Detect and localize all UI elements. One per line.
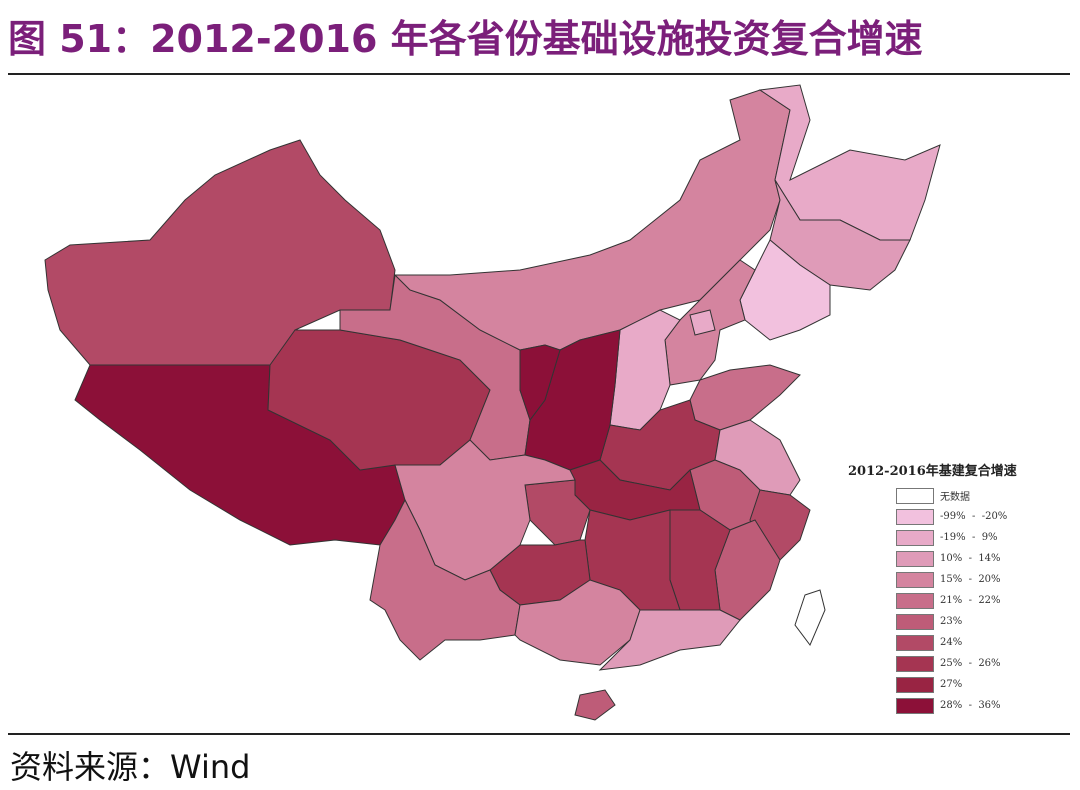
legend-swatch	[896, 550, 934, 567]
legend-swatch	[896, 676, 934, 693]
legend-label: 15% - 20%	[940, 574, 1001, 585]
province-chongqing	[524, 479, 591, 546]
legend-title: 2012-2016年基建复合增速	[848, 464, 1017, 479]
legend-label: 10% - 14%	[940, 553, 1001, 564]
legend-label: 23%	[940, 616, 963, 627]
legend-label: 24%	[940, 637, 963, 648]
legend-label: 25% - 26%	[940, 658, 1001, 669]
legend-item: 23%	[896, 611, 1017, 632]
province-shandong	[689, 364, 801, 431]
legend-item: 21% - 22%	[896, 590, 1017, 611]
legend-item: 24%	[896, 632, 1017, 653]
legend-swatch	[896, 529, 934, 546]
province-taiwan	[794, 589, 826, 646]
legend-item: 25% - 26%	[896, 653, 1017, 674]
map-legend: 2012-2016年基建复合增速 无数据 -99% - -20% -19% - 9%…	[848, 460, 1017, 716]
legend-swatch	[896, 592, 934, 609]
legend-label: 21% - 22%	[940, 595, 1001, 606]
province-ningxia	[519, 344, 561, 422]
legend-item: 28% - 36%	[896, 695, 1017, 716]
legend-item: 10% - 14%	[896, 548, 1017, 569]
china-choropleth-map	[44, 84, 941, 721]
legend-label: 28% - 36%	[940, 700, 1001, 711]
top-rule	[8, 73, 1070, 75]
legend-swatch	[896, 655, 934, 672]
legend-swatch	[896, 487, 934, 504]
province-hainan	[574, 689, 616, 721]
legend-label: -19% - 9%	[940, 532, 998, 543]
figure-title: 图 51：2012-2016 年各省份基础设施投资复合增速	[8, 17, 923, 61]
legend-swatch	[896, 508, 934, 525]
province-jilin	[769, 179, 911, 291]
legend-item: 15% - 20%	[896, 569, 1017, 590]
legend-swatch	[896, 634, 934, 651]
legend-item: 27%	[896, 674, 1017, 695]
bottom-rule	[8, 733, 1070, 735]
legend-item: -19% - 9%	[896, 527, 1017, 548]
legend-item: 无数据	[896, 485, 1017, 506]
legend-swatch	[896, 613, 934, 630]
source-note: 资料来源：Wind	[10, 748, 251, 786]
legend-label: 无数据	[940, 492, 970, 503]
province-guangdong	[598, 609, 741, 671]
legend-label: 27%	[940, 679, 963, 690]
legend-label: -99% - -20%	[940, 511, 1008, 522]
province-beijing	[689, 309, 716, 336]
legend-swatch	[896, 571, 934, 588]
legend-swatch	[896, 697, 934, 714]
legend-item: -99% - -20%	[896, 506, 1017, 527]
